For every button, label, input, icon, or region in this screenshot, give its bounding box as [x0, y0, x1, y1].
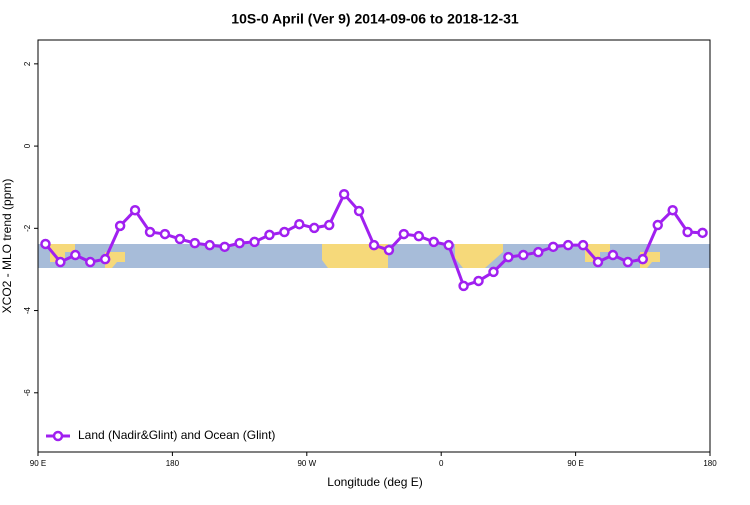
point — [458, 280, 469, 292]
point — [99, 253, 111, 265]
point — [309, 222, 320, 234]
point — [234, 237, 245, 249]
y-axis-label: XCO2 - MLO trend (ppm) — [0, 179, 14, 314]
point — [189, 237, 201, 249]
y-tick-label: 0 — [23, 143, 32, 148]
x-tick-label: 0 — [439, 459, 444, 468]
point — [562, 239, 574, 251]
x-tick-label: 90 E — [567, 459, 583, 468]
point — [518, 249, 529, 261]
point — [622, 256, 634, 268]
point — [473, 275, 484, 287]
point — [607, 249, 619, 261]
y-tick-label: -2 — [23, 224, 32, 232]
point — [55, 256, 66, 268]
point — [443, 239, 454, 251]
legend-marker — [52, 430, 64, 442]
point — [547, 241, 559, 253]
point — [637, 253, 649, 265]
point — [70, 249, 81, 261]
point — [353, 205, 365, 217]
point — [488, 266, 499, 278]
point — [428, 236, 439, 248]
point — [144, 226, 156, 238]
point — [40, 238, 51, 250]
x-tick-label: 90 W — [297, 459, 316, 468]
x-tick-label: 180 — [703, 459, 717, 468]
point — [114, 220, 126, 232]
point — [697, 227, 708, 239]
point — [338, 188, 350, 200]
point — [533, 246, 544, 258]
point — [682, 226, 693, 238]
point — [413, 230, 425, 242]
point — [667, 204, 678, 216]
chart-title: 10S-0 April (Ver 9) 2014-09-06 to 2018-1… — [231, 11, 519, 27]
point — [652, 219, 663, 231]
y-tick-label: -6 — [23, 389, 32, 397]
y-tick-label: 2 — [23, 61, 32, 66]
point — [383, 244, 395, 256]
point — [503, 251, 514, 263]
point — [577, 239, 589, 251]
point — [249, 236, 260, 248]
point — [398, 228, 410, 240]
point — [159, 228, 171, 240]
x-tick-label: 90 E — [30, 459, 46, 468]
x-tick-label: 180 — [166, 459, 180, 468]
point — [219, 241, 230, 253]
point — [592, 256, 604, 268]
x-axis-label: Longitude (deg E) — [327, 475, 422, 489]
y-tick-label: -4 — [23, 306, 32, 314]
point — [85, 256, 96, 268]
point — [264, 229, 275, 241]
point — [129, 204, 141, 216]
land-shapes — [50, 244, 660, 268]
point — [323, 219, 335, 231]
point — [204, 239, 215, 251]
point — [368, 239, 380, 251]
point — [294, 218, 305, 230]
point — [174, 233, 186, 245]
plot-frame — [37, 39, 711, 453]
legend-label: Land (Nadir&Glint) and Ocean (Glint) — [78, 428, 275, 442]
point — [279, 226, 290, 238]
